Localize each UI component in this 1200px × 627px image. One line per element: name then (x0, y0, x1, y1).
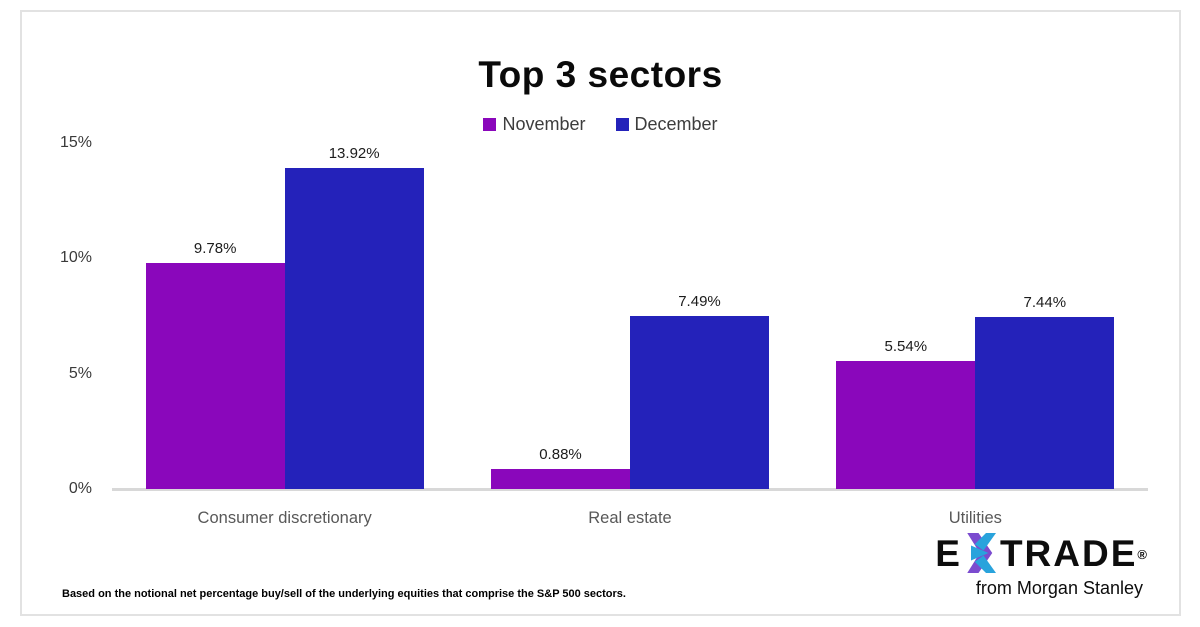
legend-label: December (634, 114, 718, 134)
chart-panel: Top 3 sectors November December Based on … (20, 10, 1181, 616)
legend-label: November (502, 114, 586, 134)
bar-december-3 (975, 317, 1115, 489)
footnote: Based on the notional net percentage buy… (62, 588, 626, 600)
y-tick-label: 5% (68, 364, 92, 382)
logo-text-e: E (935, 533, 962, 574)
category-label: Real estate (588, 509, 672, 527)
logo-text-trade: TRADE (999, 533, 1138, 574)
bar-value-label: 5.54% (884, 338, 928, 356)
y-tick-label: 0% (68, 480, 92, 497)
etrade-logo: E TRADE® from Morgan Stanley (935, 532, 1147, 600)
legend-swatch-icon (615, 118, 629, 131)
bar-value-label: 9.78% (193, 240, 237, 258)
bar-value-label: 13.92% (328, 144, 380, 162)
registered-mark: ® (1137, 547, 1147, 562)
bar-value-label: 0.88% (539, 445, 582, 463)
bar-value-label: 7.49% (678, 293, 721, 311)
legend-item-december: December (615, 114, 718, 135)
bar-december-2 (630, 316, 769, 489)
x-axis-line (112, 488, 1148, 491)
etrade-star-icon (967, 533, 996, 573)
bar-november-1 (145, 263, 285, 489)
bar-value-label: 7.44% (1023, 294, 1067, 312)
chart-title: Top 3 sectors (478, 54, 723, 95)
y-tick-label: 15% (59, 134, 92, 151)
bar-december-1 (284, 167, 424, 489)
logo-tagline: from Morgan Stanley (975, 578, 1143, 598)
legend-item-november: November (483, 114, 586, 135)
y-tick-label: 10% (59, 249, 92, 267)
chart-legend: November December (22, 114, 1179, 135)
bar-november-3 (836, 361, 976, 489)
legend-swatch-icon (483, 118, 497, 131)
bar-november-2 (491, 468, 630, 489)
category-label: Utilities (948, 509, 1002, 527)
etrade-wordmark: E TRADE® (935, 532, 1147, 576)
category-label: Consumer discretionary (197, 509, 372, 527)
